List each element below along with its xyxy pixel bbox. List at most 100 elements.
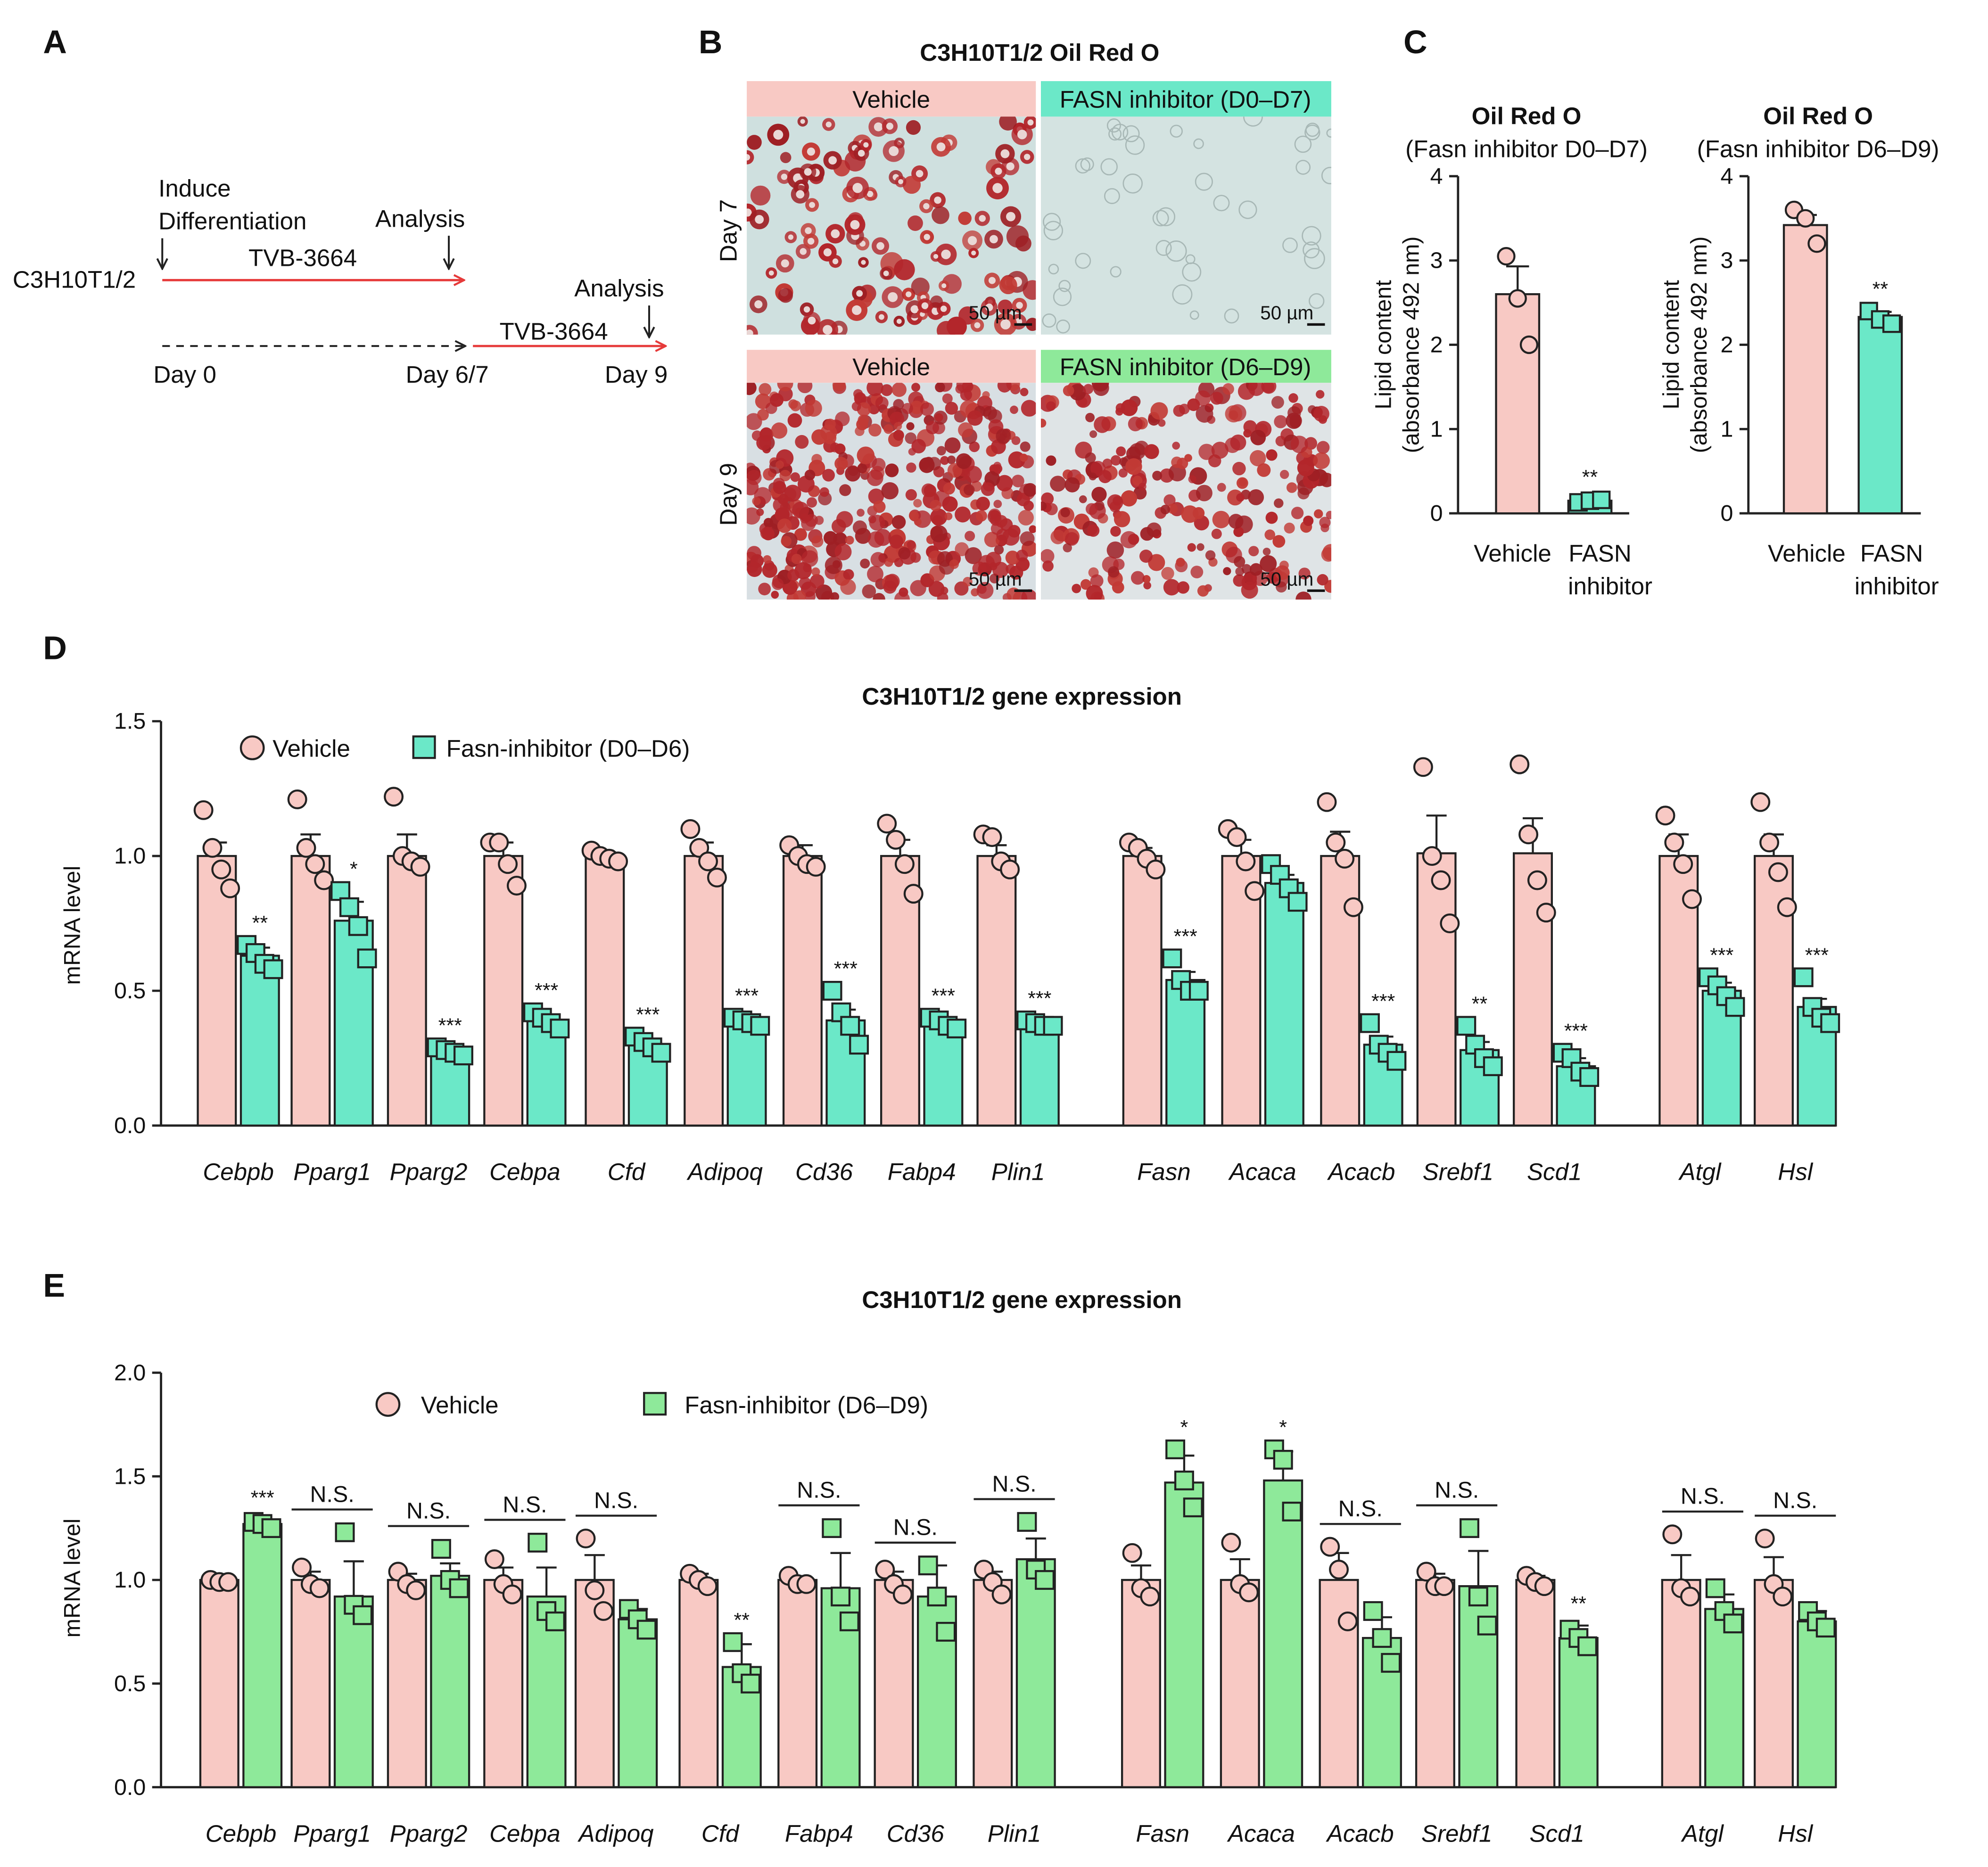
lipid-droplet bbox=[1298, 568, 1311, 580]
lipid-droplet bbox=[940, 456, 949, 465]
data-point bbox=[1386, 1051, 1407, 1071]
lipid-droplet bbox=[869, 515, 885, 531]
lipid-droplet bbox=[1138, 483, 1147, 491]
lipid-droplet bbox=[1116, 446, 1126, 457]
bar-plin1 bbox=[976, 855, 1017, 1127]
data-point bbox=[636, 1620, 657, 1640]
bar-fabp4 bbox=[880, 855, 920, 1127]
droplet-core bbox=[828, 156, 837, 165]
panel-e-letter: E bbox=[43, 1267, 65, 1304]
lipid-droplet bbox=[1160, 504, 1171, 515]
lipid-droplet bbox=[873, 500, 886, 513]
faint-cell bbox=[1321, 166, 1331, 184]
lipid-droplet bbox=[773, 481, 786, 494]
lipid-droplet bbox=[958, 422, 973, 438]
droplet-core bbox=[768, 270, 774, 276]
significance-label: *** bbox=[1028, 987, 1051, 1010]
faint-cell bbox=[1108, 127, 1122, 141]
faint-cell bbox=[1155, 240, 1172, 256]
droplet-core bbox=[850, 220, 860, 230]
droplet-core bbox=[910, 305, 919, 313]
lipid-droplet bbox=[1115, 403, 1125, 413]
data-point bbox=[454, 1045, 473, 1066]
lipid-droplet bbox=[752, 497, 761, 506]
panel-b: B C3H10T1/2 Oil Red O Vehicle FASN inhib… bbox=[699, 24, 1331, 600]
significance-label: *** bbox=[251, 1487, 274, 1509]
data-point bbox=[1183, 1497, 1203, 1518]
droplet-core bbox=[781, 173, 788, 180]
lipid-droplet bbox=[1015, 235, 1031, 252]
lipid-droplet bbox=[1248, 546, 1259, 557]
significance-label: *** bbox=[834, 958, 858, 980]
lipid-droplet bbox=[942, 496, 958, 512]
lipid-droplet bbox=[1322, 544, 1331, 561]
data-point bbox=[1796, 209, 1815, 228]
droplet-core bbox=[747, 329, 753, 335]
lipid-droplet bbox=[1217, 483, 1226, 492]
significance-label: *** bbox=[1564, 1020, 1588, 1042]
lipid-droplet bbox=[756, 435, 771, 451]
lipid-droplet bbox=[1320, 473, 1331, 487]
significance-label: *** bbox=[1371, 990, 1395, 1012]
induce-label-line1: Induce bbox=[158, 175, 231, 202]
lipid-droplet bbox=[936, 446, 946, 456]
lipid-droplet bbox=[1265, 511, 1278, 524]
row-label-day7: Day 7 bbox=[715, 199, 742, 262]
droplet-core bbox=[831, 229, 840, 239]
lipid-droplet bbox=[771, 591, 779, 599]
droplet-core bbox=[879, 314, 884, 320]
bar-acaca bbox=[1264, 882, 1304, 1127]
chart-c-right-title: Oil Red O bbox=[1763, 103, 1873, 130]
droplet-core bbox=[852, 183, 863, 193]
chart-e-title: C3H10T1/2 gene expression bbox=[862, 1286, 1182, 1313]
x-tick-label: Plin1 bbox=[988, 1820, 1041, 1847]
lipid-droplet bbox=[1173, 404, 1185, 417]
bar-cebpb bbox=[197, 855, 237, 1127]
faint-cell bbox=[1282, 237, 1298, 253]
lipid-droplet bbox=[1279, 469, 1289, 479]
lipid-droplet bbox=[845, 466, 861, 482]
droplet-core bbox=[825, 121, 832, 128]
lipid-droplet bbox=[784, 485, 801, 502]
lipid-droplet bbox=[1234, 556, 1246, 568]
lipid-droplet bbox=[1085, 452, 1096, 463]
lipid-droplet bbox=[855, 426, 865, 436]
lipid-droplet bbox=[930, 525, 948, 543]
lipid-droplet bbox=[770, 393, 784, 407]
droplet-core bbox=[1000, 319, 1011, 329]
data-point bbox=[1343, 897, 1363, 917]
data-point bbox=[261, 1518, 281, 1538]
y-tick-label: 0.0 bbox=[114, 1113, 146, 1138]
bar-adipoq bbox=[684, 855, 724, 1127]
significance-label: N.S. bbox=[1338, 1496, 1383, 1522]
lipid-droplet bbox=[851, 402, 861, 411]
faint-cell bbox=[1309, 293, 1325, 309]
data-point bbox=[1793, 967, 1814, 987]
bar-pparg2 bbox=[387, 1579, 427, 1788]
panel-c: C Oil Red O (Fasn inhibitor D0–D7) Oil R… bbox=[1370, 24, 1939, 600]
droplet-core bbox=[1027, 119, 1034, 126]
data-point bbox=[822, 1518, 842, 1538]
analysis-label-2: Analysis bbox=[574, 275, 664, 302]
lipid-droplet bbox=[965, 531, 975, 542]
x-tick-label: Cebpa bbox=[489, 1820, 561, 1847]
lipid-droplet bbox=[1083, 384, 1094, 395]
lipid-droplet bbox=[976, 496, 990, 511]
data-point bbox=[982, 827, 1002, 847]
lipid-droplet bbox=[867, 566, 883, 583]
y-tick-label: 2.0 bbox=[114, 1360, 146, 1385]
lipid-droplet bbox=[1065, 532, 1079, 546]
lipid-droplet bbox=[1016, 493, 1030, 507]
lipid-droplet bbox=[834, 457, 848, 470]
chart-e-legend-fasn-marker bbox=[643, 1392, 667, 1416]
lipid-droplet bbox=[1063, 385, 1074, 396]
lipid-droplet bbox=[907, 540, 916, 550]
lipid-droplet bbox=[909, 401, 924, 414]
data-point bbox=[875, 1560, 895, 1579]
lipid-droplet bbox=[962, 383, 973, 393]
lipid-droplet bbox=[1211, 442, 1229, 459]
lipid-droplet bbox=[1230, 434, 1246, 451]
lipid-droplet bbox=[1232, 461, 1246, 476]
drug-label-2: TVB-3664 bbox=[500, 318, 608, 345]
faint-cell bbox=[1058, 280, 1071, 292]
